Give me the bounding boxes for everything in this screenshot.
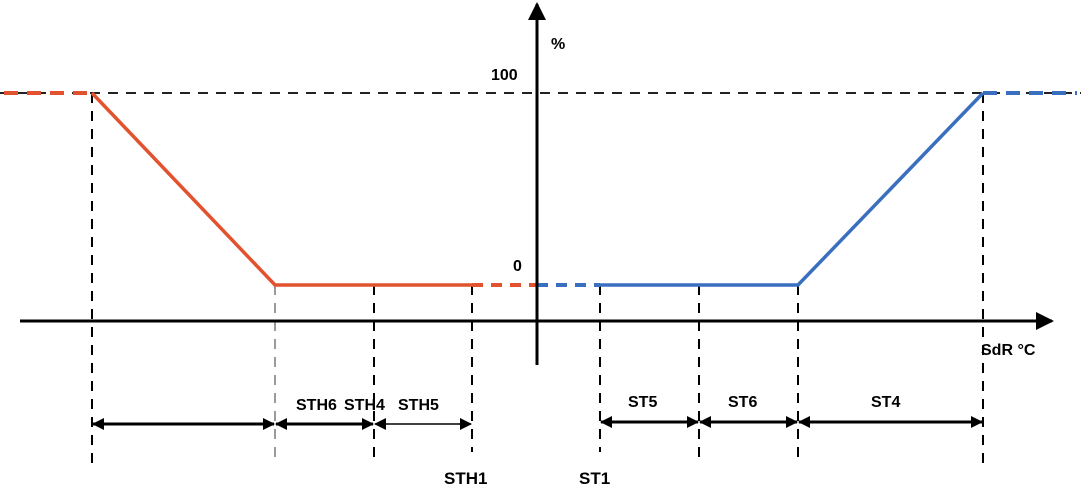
range-label-sth4: STH4 [344,397,385,414]
range-label-sth5: STH5 [398,397,439,414]
range-label-st4: ST4 [871,394,900,411]
range-label-st5: ST5 [628,394,657,411]
point-label-st1: ST1 [579,469,610,488]
x-axis-label: SdR °C [981,342,1036,359]
y-axis-label: % [551,36,565,53]
point-label-sth1: STH1 [444,469,487,488]
tick-0: 0 [513,258,522,275]
cooling-curve [600,91,985,287]
range-label-st6: ST6 [728,394,757,411]
heating-curve [90,91,472,287]
tick-100: 100 [491,67,518,84]
range-label-sth6: STH6 [296,397,337,414]
